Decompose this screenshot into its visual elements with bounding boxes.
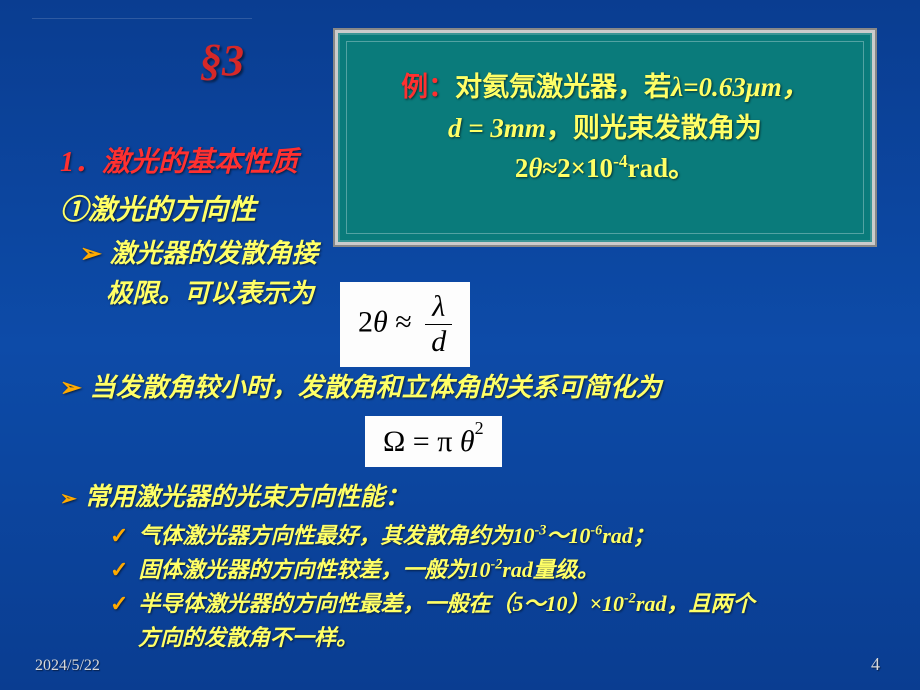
bullet2-text: 当发散角较小时，发散角和立体角的关系可简化为 xyxy=(90,373,662,402)
sc-post: 方向的发散角不一样。 xyxy=(138,625,358,650)
example-line2b: ，则光束发散角为 xyxy=(546,113,762,143)
sub-item-semi-cont: 方向的发散角不一样。 xyxy=(138,621,880,655)
sub-item-solid: ✓ 固体激光器的方向性较差，一般为10-2rad量级。 xyxy=(110,553,880,587)
content-block-2: ➢ 当发散角较小时，发散角和立体角的关系可简化为 xyxy=(60,370,880,410)
section-heading: 1．激光的基本性质 xyxy=(60,140,880,180)
f1-theta: θ xyxy=(373,305,388,338)
sc-pre: 半导体激光器的方向性最差，一般在（5～10）×10 xyxy=(138,591,624,616)
sc-e: -2 xyxy=(624,591,636,607)
bullet1-text-a: 激光器的发散角接 xyxy=(110,239,318,268)
bullet-arrow-icon: ➢ xyxy=(80,239,102,268)
f1-two: 2 xyxy=(358,305,373,338)
sb-post: rad量级。 xyxy=(502,557,599,582)
bullet-2: ➢ 当发散角较小时，发散角和立体角的关系可简化为 xyxy=(60,370,880,406)
sa-pre: 气体激光器方向性最好，其发散角约为10 xyxy=(138,523,534,548)
check-icon: ✓ xyxy=(110,591,128,616)
footer-page-number: 4 xyxy=(871,654,880,675)
bullet-1-cont: 极限。可以表示为 xyxy=(106,276,880,312)
f1-den: d xyxy=(425,325,452,359)
f2-eq: = π xyxy=(405,425,460,458)
sub-item-semi: ✓ 半导体激光器的方向性最差，一般在（5～10）×10-2rad，且两个 xyxy=(110,587,880,621)
sa-e2: -6 xyxy=(590,523,602,539)
circled-number: ① xyxy=(60,195,88,226)
bullet-3: ➢ 常用激光器的光束方向性能： xyxy=(60,480,880,515)
bullet3-text: 常用激光器的光束方向性能： xyxy=(85,484,410,511)
f1-num: λ xyxy=(425,290,452,325)
sc-mid: rad，且两个 xyxy=(636,591,755,616)
bullet-1: ➢ 激光器的发散角接 xyxy=(80,236,880,272)
decorative-line xyxy=(32,18,252,19)
bullet-arrow-icon: ➢ xyxy=(60,373,82,402)
check-icon: ✓ xyxy=(110,557,128,582)
example-label: 例： xyxy=(401,72,455,102)
section-title: 激光的基本性质 xyxy=(102,147,298,178)
sb-pre: 固体激光器的方向性较差，一般为10 xyxy=(138,557,490,582)
sb-e: -2 xyxy=(490,557,502,573)
formula-1: 2θ ≈ λd xyxy=(340,282,470,367)
sub-list: ✓ 气体激光器方向性最好，其发散角约为10-3～10-6rad； ✓ 固体激光器的方… xyxy=(110,519,880,655)
bullet1-text-b: 极限。可以表示为 xyxy=(106,279,314,308)
example-line1a: 对氦氖激光器，若 xyxy=(455,72,671,102)
f2-exp: 2 xyxy=(475,418,484,438)
example-d: d = 3mm xyxy=(448,113,546,143)
subsection-title: 激光的方向性 xyxy=(88,195,256,226)
sa-e1: -3 xyxy=(534,523,546,539)
bullet-arrow-icon: ➢ xyxy=(60,488,77,510)
sub-item-gas: ✓ 气体激光器方向性最好，其发散角约为10-3～10-6rad； xyxy=(110,519,880,553)
check-icon: ✓ xyxy=(110,523,128,548)
footer-date: 2024/5/22 xyxy=(35,657,100,675)
f2-theta: θ xyxy=(460,425,475,458)
formula-2-box: Ω = π θ2 xyxy=(365,416,502,467)
slide-title: §3 xyxy=(200,35,244,86)
subsection-heading: ①激光的方向性 xyxy=(60,188,880,228)
sa-post: rad； xyxy=(602,523,655,548)
sa-mid: ～10 xyxy=(546,523,590,548)
formula-2: Ω = π θ2 xyxy=(365,416,502,467)
f1-fraction: λd xyxy=(425,290,452,359)
section-number: 1． xyxy=(60,147,102,178)
f2-omega: Ω xyxy=(383,425,405,458)
content-block-3: ➢ 常用激光器的光束方向性能： ✓ 气体激光器方向性最好，其发散角约为10-3～10… xyxy=(60,480,880,655)
formula-1-box: 2θ ≈ λd xyxy=(340,282,470,367)
f1-approx: ≈ xyxy=(388,305,419,338)
example-lambda: λ=0.63μm， xyxy=(671,72,809,102)
